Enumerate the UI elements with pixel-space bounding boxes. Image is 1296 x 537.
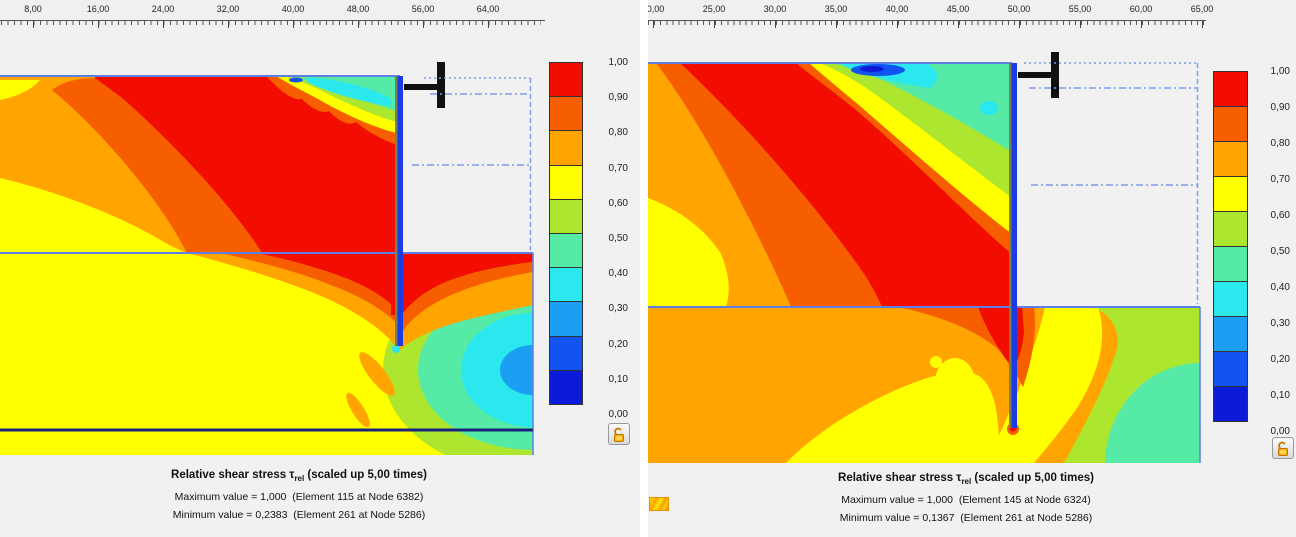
legend-value: 0,80 <box>1270 138 1290 149</box>
ruler-tick-label: 50,00 <box>1007 4 1031 14</box>
contour-plot-canvas[interactable] <box>648 0 1296 537</box>
legend-value: 1,00 <box>608 57 628 68</box>
plot-title: Relative shear stress τrel (scaled up 5,… <box>838 472 1094 486</box>
color-legend <box>549 62 583 405</box>
contour-plot-canvas[interactable] <box>0 0 640 537</box>
legend-lock-button[interactable] <box>608 423 630 445</box>
legend-value: 0,10 <box>1270 390 1290 401</box>
legend-value: 0,30 <box>1270 318 1290 329</box>
min-value-text: Minimum value = 0,1367 (Element 261 at N… <box>839 512 1093 524</box>
contour-lower-soil <box>0 253 533 455</box>
title-text: Relative shear stress τ <box>171 469 295 481</box>
horizontal-ruler-right: 20,00 25,00 30,00 35,00 40,00 45,00 50,0… <box>648 0 1296 28</box>
legend-value: 0,70 <box>608 162 628 174</box>
legend-value: 0,10 <box>608 373 628 385</box>
max-value-text: Maximum value = 1,000 (Element 115 at No… <box>174 491 424 503</box>
ruler-tick-label: 25,00 <box>702 4 726 14</box>
title-text: Relative shear stress τ <box>838 472 962 484</box>
phase-geometry-dashed-lines <box>412 77 532 250</box>
chart-thumbnail-icon[interactable] <box>649 497 669 511</box>
ruler-tick-label: 40,00 <box>885 4 909 14</box>
title-subscript: rel <box>961 477 972 486</box>
color-legend <box>1213 71 1248 422</box>
legend-cell <box>1213 106 1248 142</box>
legend-value: 0,70 <box>1270 174 1290 185</box>
legend-cell <box>549 232 583 269</box>
ruler-baseline <box>0 20 545 21</box>
phase-geometry-dashed-lines <box>1024 62 1199 304</box>
anchor-strut-icon <box>1018 52 1059 98</box>
legend-value: 1,00 <box>1270 66 1290 77</box>
legend-cell <box>1213 281 1248 317</box>
legend-cell <box>549 198 583 234</box>
legend-value: 0,90 <box>1270 102 1290 113</box>
ruler-tick-label: 20,00 <box>648 4 665 14</box>
horizontal-ruler-left: 8,00 16,00 24,00 32,00 40,00 48,00 56,00… <box>0 0 640 28</box>
legend-value: 0,60 <box>1270 210 1290 221</box>
ruler-tick-label: 16,00 <box>86 4 110 14</box>
legend-value: 0,40 <box>1270 282 1290 293</box>
legend-value: 0,20 <box>608 338 628 350</box>
contour-upper-soil <box>0 76 400 253</box>
legend-value: 0,00 <box>1270 426 1290 437</box>
title-suffix: (scaled up 5,00 times) <box>971 472 1094 484</box>
ruler-major-ticks <box>33 20 540 28</box>
legend-value: 0,30 <box>608 303 628 315</box>
retaining-wall <box>1009 63 1017 428</box>
title-subscript: rel <box>294 474 305 483</box>
legend-cell <box>1213 386 1248 422</box>
legend-cell <box>1213 211 1248 247</box>
contour-upper-soil <box>648 63 1012 307</box>
ruler-major-ticks <box>653 20 1206 28</box>
unlocked-padlock-icon <box>1278 441 1288 456</box>
legend-cell <box>1213 71 1248 107</box>
ruler-tick-label: 64,00 <box>476 4 500 14</box>
legend-cell <box>549 62 583 98</box>
ruler-tick-label: 55,00 <box>1068 4 1092 14</box>
ruler-tick-label: 56,00 <box>411 4 435 14</box>
legend-cell <box>549 96 583 132</box>
legend-cell <box>1213 141 1248 177</box>
legend-labels: 1,00 0,90 0,80 0,70 0,60 0,50 0,40 0,30 … <box>1213 0 1290 537</box>
legend-value: 0,50 <box>1270 246 1290 257</box>
retaining-wall <box>395 76 403 346</box>
title-suffix: (scaled up 5,00 times) <box>304 469 427 481</box>
legend-value: 0,00 <box>608 409 628 420</box>
anchor-strut-icon <box>404 62 445 108</box>
ruler-tick-label: 8,00 <box>24 4 42 14</box>
min-value-text: Minimum value = 0,2383 (Element 261 at N… <box>172 509 426 521</box>
ruler-tick-label: 48,00 <box>346 4 370 14</box>
legend-lock-button[interactable] <box>1272 437 1294 459</box>
unlocked-padlock-icon <box>614 427 624 442</box>
ruler-tick-label: 60,00 <box>1129 4 1153 14</box>
ruler-tick-label: 40,00 <box>281 4 305 14</box>
legend-value: 0,80 <box>608 127 628 139</box>
legend-cell <box>549 369 583 405</box>
legend-cell <box>549 164 583 200</box>
ruler-tick-label: 32,00 <box>216 4 240 14</box>
max-value-text: Maximum value = 1,000 (Element 145 at No… <box>841 494 1091 506</box>
legend-value: 0,50 <box>608 233 628 244</box>
ruler-tick-label: 65,00 <box>1190 4 1214 14</box>
legend-labels: 1,00 0,90 0,80 0,70 0,60 0,50 0,40 0,30 … <box>549 0 628 537</box>
legend-value: 0,60 <box>608 197 628 209</box>
panel-left: 8,00 16,00 24,00 32,00 40,00 48,00 56,00… <box>0 0 640 537</box>
ruler-tick-label: 35,00 <box>824 4 848 14</box>
legend-value: 0,20 <box>1270 354 1290 365</box>
panel-right: 20,00 25,00 30,00 35,00 40,00 45,00 50,0… <box>648 0 1296 537</box>
legend-cell <box>549 130 583 166</box>
ruler-baseline <box>648 20 1206 21</box>
ruler-tick-label: 30,00 <box>763 4 787 14</box>
legend-value: 0,40 <box>608 268 628 280</box>
ruler-tick-label: 24,00 <box>151 4 175 14</box>
plot-title: Relative shear stress τrel (scaled up 5,… <box>171 469 427 483</box>
ruler-tick-label: 45,00 <box>946 4 970 14</box>
legend-value: 0,90 <box>608 92 628 104</box>
legend-cell <box>1213 176 1248 212</box>
